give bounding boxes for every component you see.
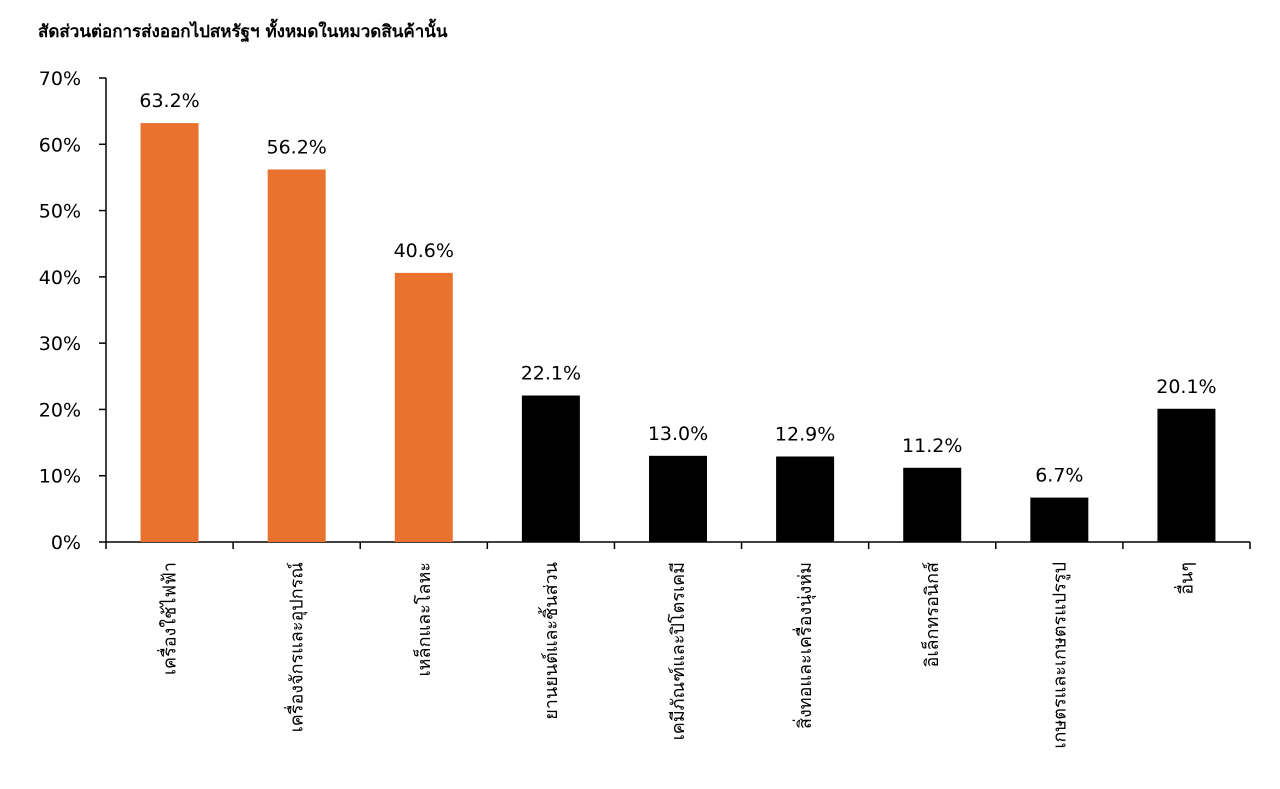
bar <box>776 456 835 542</box>
y-tick-label: 40% <box>39 267 81 289</box>
data-label: 12.9% <box>775 423 835 445</box>
data-label: 56.2% <box>266 136 326 158</box>
bar <box>394 272 453 542</box>
data-label: 13.0% <box>648 423 708 445</box>
category-label: อิเล็กทรอนิกส์ <box>920 562 943 667</box>
data-label: 22.1% <box>521 363 581 385</box>
y-tick-label: 0% <box>51 532 81 554</box>
x-axis <box>105 541 1251 549</box>
category-label: เคมีภัณฑ์และปิโตรเคมี <box>667 562 689 740</box>
bar <box>267 169 326 542</box>
bar <box>1157 408 1216 542</box>
chart-title: สัดส่วนต่อการส่งออกไปสหรัฐฯ ทั้งหมดในหมว… <box>38 22 448 42</box>
bar <box>1030 497 1089 542</box>
category-label: เหล็กและโลหะ <box>412 562 435 676</box>
category-label: เกษตรและเกษตรแปรรูป <box>1049 562 1070 749</box>
category-labels: เครื่องใช้ไฟฟ้า เครื่องจักรและอุปกรณ์ เหล็… <box>157 562 1198 749</box>
category-label: สิ่งทอและเครื่องนุ่งห่ม <box>792 562 816 729</box>
bar <box>140 123 199 543</box>
data-label: 11.2% <box>902 435 962 457</box>
category-label: อื่นๆ <box>1173 562 1197 595</box>
category-label: เครื่องจักรและอุปกรณ์ <box>284 562 308 732</box>
bar <box>521 395 580 542</box>
data-label: 40.6% <box>394 240 454 262</box>
y-tick-label: 70% <box>39 68 81 90</box>
y-tick-label: 50% <box>39 201 81 223</box>
data-label: 6.7% <box>1035 465 1083 487</box>
bar <box>649 455 707 542</box>
bars <box>140 123 1216 543</box>
data-label: 63.2% <box>139 90 199 112</box>
y-tick-label: 30% <box>39 333 81 355</box>
data-label: 20.1% <box>1156 376 1216 398</box>
bar <box>903 467 962 542</box>
y-tick-label: 20% <box>39 399 81 421</box>
data-labels: 63.2% 56.2% 40.6% 22.1% 13.0% 12.9% 11.2% 6.7% 2… <box>139 90 1216 487</box>
y-tick-label: 60% <box>39 134 81 156</box>
category-label: เครื่องใช้ไฟฟ้า <box>157 562 181 675</box>
y-tick-label: 10% <box>39 466 81 488</box>
y-axis: 0% 10% 20% 30% 40% 50% 60% 70% <box>39 68 107 554</box>
category-label: ยานยนต์และชิ้นส่วน <box>538 562 562 720</box>
